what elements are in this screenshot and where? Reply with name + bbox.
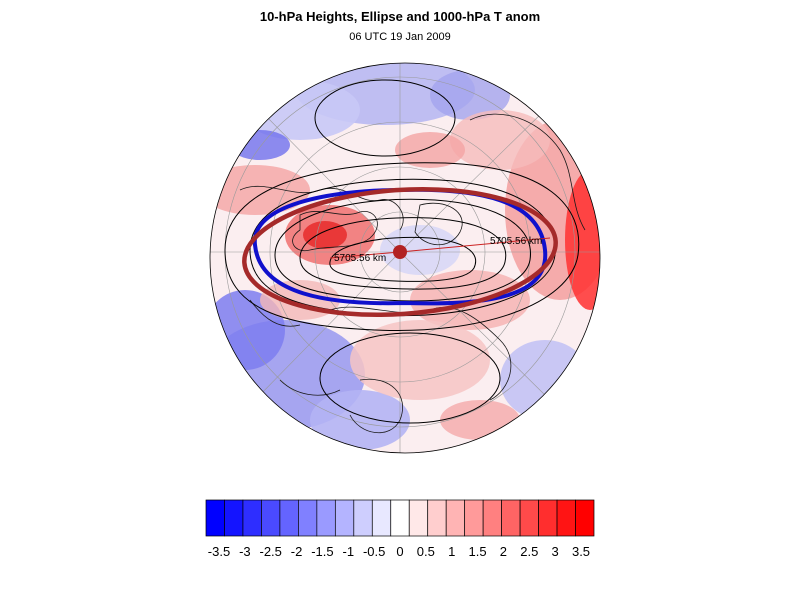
- colorbar-box: [224, 499, 244, 537]
- colorbar-tick-label: 0: [396, 544, 404, 559]
- colorbar-box: [519, 499, 539, 537]
- colorbar-box: [371, 499, 392, 537]
- colorbar-tick-label: 0.5: [416, 544, 435, 559]
- colorbar-tick-label: -1.5: [311, 544, 334, 559]
- colorbar-box: [408, 499, 429, 537]
- colorbar-tick-label: -2.5: [259, 544, 282, 559]
- colorbar-box: [538, 499, 558, 537]
- colorbar-box: [556, 499, 576, 537]
- colorbar-box: [427, 499, 447, 537]
- colorbar-box: [390, 499, 410, 537]
- graticule: [210, 63, 600, 453]
- ellipse-center-marker: [393, 245, 407, 259]
- colorbar-box: [464, 499, 484, 537]
- colorbar-box: [353, 499, 373, 537]
- colorbar-tick-label: 2.5: [520, 544, 539, 559]
- colorbar-box: [445, 499, 466, 537]
- colorbar-box: [298, 499, 318, 537]
- colorbar-tick-label: 1.5: [468, 544, 487, 559]
- colorbar-box: [242, 499, 262, 537]
- colorbar-tick-label: 3.5: [571, 544, 591, 559]
- colorbar-tick-label: -2: [290, 544, 303, 559]
- ellipse-minor-axis: [329, 251, 401, 259]
- colorbar-tick-label: -3: [239, 544, 251, 559]
- colorbar-tick-label: -1: [342, 544, 355, 559]
- colorbar-box: [482, 499, 502, 537]
- major-axis-label: 5705.56 km: [490, 236, 542, 247]
- fitted-ellipse: [242, 186, 558, 318]
- colorbar-tick-label: 1: [448, 544, 456, 559]
- colorbar-box: [279, 499, 299, 537]
- minor-axis-label: 5705.56 km: [334, 253, 386, 264]
- map-boundary: [209, 62, 601, 454]
- colorbar-tick-label: -0.5: [362, 544, 386, 559]
- map-subtitle: 06 UTC 19 Jan 2009: [349, 31, 451, 43]
- colorbar-tick-label: 2: [499, 544, 508, 559]
- colorbar-box: [334, 499, 355, 537]
- coastlines: [239, 113, 586, 434]
- colorbar-box: [316, 499, 336, 537]
- colorbar-box: [501, 499, 521, 537]
- map-title: 10-hPa Heights, Ellipse and 1000-hPa T a…: [259, 9, 541, 24]
- colorbar-tick-label: 3: [551, 544, 559, 559]
- colorbar-tick-label: -3.5: [207, 544, 231, 559]
- highlight-height-contour: [252, 187, 548, 306]
- ellipse-major-axis: [399, 237, 551, 253]
- colorbar-box: [575, 499, 595, 537]
- colorbar-box: [261, 499, 281, 537]
- colorbar-box: [205, 499, 225, 537]
